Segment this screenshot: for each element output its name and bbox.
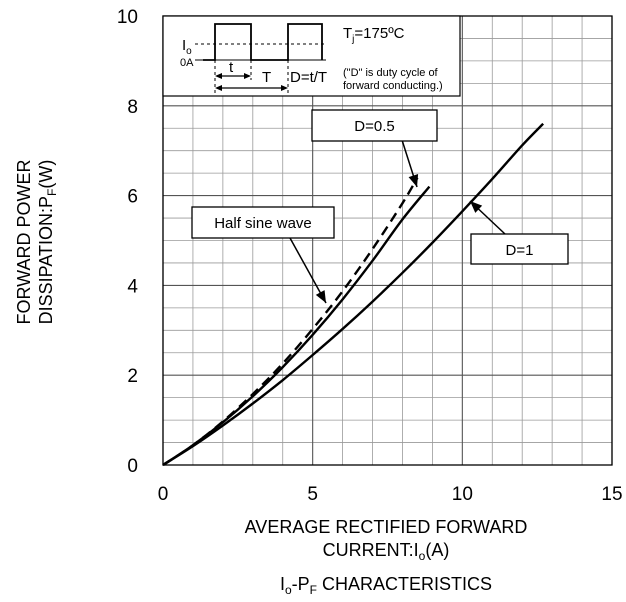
y-tick-label: 0 [127, 456, 138, 477]
callout-d05-box [311, 109, 438, 142]
callout-d1-label: D=1 [506, 242, 534, 259]
callout-d1-arrowhead [470, 201, 483, 213]
x-tick-label: 15 [601, 484, 622, 505]
inset-note-line2: forward conducting.) [343, 80, 443, 92]
x-axis-label-line2: CURRENT:Io(A) [323, 540, 450, 563]
callout-half-sine-box [191, 206, 335, 239]
duty-cycle-inset: Io 0A t T D=t/T Tj=175ºC ("D" is duty cy… [162, 15, 461, 97]
inset-t-label: t [229, 59, 234, 76]
y-tick-labels: 0 2 4 6 8 10 [117, 7, 139, 477]
callout-d1-box [470, 233, 569, 265]
inset-t-arrowhead-right [244, 73, 251, 79]
callout-half-sine: Half sine wave [191, 206, 335, 304]
callout-half-sine-leader [289, 237, 327, 304]
y-axis-label-line1: FORWARD POWER [14, 160, 34, 325]
inset-T-arrowhead-right [281, 85, 288, 91]
y-axis-label-line2: DISSIPATION:PF(W) [36, 160, 59, 325]
series-line-d-1 [162, 122, 545, 467]
y-axis-label: FORWARD POWER DISSIPATION:PF(W) [14, 160, 59, 325]
y-tick-label: 10 [117, 7, 138, 28]
inset-tj-label: Tj=175ºC [343, 25, 405, 45]
inset-T-label: T [262, 69, 271, 86]
callout-d05: D=0.5 [311, 109, 438, 188]
callout-half-sine-label: Half sine wave [214, 215, 312, 232]
callout-d05-label: D=0.5 [354, 118, 394, 135]
y-tick-label: 2 [127, 366, 138, 387]
series-line-half-sine-wave [162, 177, 419, 467]
callout-d1: D=1 [469, 200, 569, 265]
inset-io-label: Io [182, 37, 192, 57]
y-tick-label: 4 [127, 276, 138, 297]
y-tick-label: 6 [127, 187, 138, 208]
x-axis-label-line1: AVERAGE RECTIFIED FORWARD [245, 517, 528, 537]
inset-T-arrowhead-left [215, 85, 222, 91]
x-tick-labels: 0 5 10 15 [158, 484, 623, 505]
callout-half-sine-arrowhead [315, 290, 326, 303]
inset-zero-label: 0A [180, 57, 194, 69]
callout-d05-arrowhead [408, 174, 419, 187]
inset-box [162, 15, 461, 97]
x-tick-label: 5 [307, 484, 318, 505]
inset-duty-formula: D=t/T [290, 69, 327, 86]
x-tick-label: 10 [452, 484, 473, 505]
series-lines [162, 122, 545, 467]
y-tick-label: 8 [127, 97, 138, 118]
x-tick-label: 0 [158, 484, 169, 505]
inset-note-line1: ("D" is duty cycle of [343, 67, 439, 79]
chart-caption: Io-PF CHARACTERISTICS [280, 574, 492, 597]
inset-t-arrowhead-left [215, 73, 222, 79]
